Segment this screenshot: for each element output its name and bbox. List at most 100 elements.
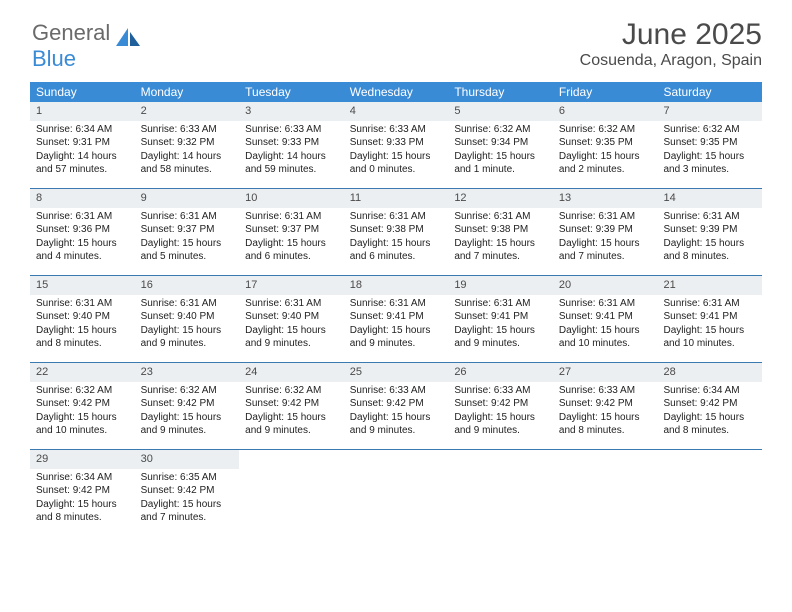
day-details: Sunrise: 6:31 AMSunset: 9:38 PMDaylight:… — [344, 210, 449, 268]
day-details: Sunrise: 6:34 AMSunset: 9:31 PMDaylight:… — [30, 123, 135, 181]
sunrise-line: Sunrise: 6:31 AM — [245, 210, 338, 224]
sunrise-line: Sunrise: 6:31 AM — [559, 210, 652, 224]
daylight-line: Daylight: 14 hours and 59 minutes. — [245, 150, 338, 177]
calendar-day: 14Sunrise: 6:31 AMSunset: 9:39 PMDayligh… — [657, 189, 762, 275]
day-details: Sunrise: 6:31 AMSunset: 9:38 PMDaylight:… — [448, 210, 553, 268]
sunrise-line: Sunrise: 6:31 AM — [245, 297, 338, 311]
calendar-day: 8 Sunrise: 6:31 AMSunset: 9:36 PMDaylight… — [30, 189, 135, 275]
day-details: Sunrise: 6:31 AMSunset: 9:40 PMDaylight:… — [30, 297, 135, 355]
day-number: 17 — [239, 276, 344, 295]
calendar-day: 10 Sunrise: 6:31 AMSunset: 9:37 PMDayligh… — [239, 189, 344, 275]
calendar: SundayMondayTuesdayWednesdayThursdayFrid… — [30, 82, 762, 536]
weekday-header: Thursday — [448, 82, 553, 102]
daylight-line: Daylight: 15 hours and 5 minutes. — [141, 237, 234, 264]
day-number: 15 — [30, 276, 135, 295]
logo-word-general: General — [32, 20, 110, 45]
day-details: Sunrise: 6:31 AMSunset: 9:41 PMDaylight:… — [553, 297, 658, 355]
daylight-line: Daylight: 14 hours and 57 minutes. — [36, 150, 129, 177]
sunset-line: Sunset: 9:41 PM — [454, 310, 547, 324]
calendar-day: 17 Sunrise: 6:31 AMSunset: 9:40 PMDayligh… — [239, 276, 344, 362]
day-number: 3 — [239, 102, 344, 121]
day-details: Sunrise: 6:33 AMSunset: 9:42 PMDaylight:… — [344, 384, 449, 442]
calendar-day: 23Sunrise: 6:32 AMSunset: 9:42 PMDayligh… — [135, 363, 240, 449]
day-number: 6 — [553, 102, 658, 121]
logo-word-blue: Blue — [32, 46, 76, 71]
day-number: 19 — [448, 276, 553, 295]
day-details: Sunrise: 6:33 AMSunset: 9:33 PMDaylight:… — [239, 123, 344, 181]
day-details: Sunrise: 6:31 AMSunset: 9:36 PMDaylight:… — [30, 210, 135, 268]
day-number: 10 — [239, 189, 344, 208]
calendar-week: 15Sunrise: 6:31 AMSunset: 9:40 PMDayligh… — [30, 276, 762, 363]
day-number: 18 — [344, 276, 449, 295]
calendar-day: 21Sunrise: 6:31 AMSunset: 9:41 PMDayligh… — [657, 276, 762, 362]
day-details: Sunrise: 6:31 AMSunset: 9:40 PMDaylight:… — [239, 297, 344, 355]
sunrise-line: Sunrise: 6:33 AM — [245, 123, 338, 137]
sunset-line: Sunset: 9:31 PM — [36, 136, 129, 150]
daylight-line: Daylight: 15 hours and 8 minutes. — [559, 411, 652, 438]
daylight-line: Daylight: 15 hours and 7 minutes. — [559, 237, 652, 264]
logo-sail-icon — [114, 26, 142, 48]
weekday-header: Sunday — [30, 82, 135, 102]
sunset-line: Sunset: 9:42 PM — [663, 397, 756, 411]
day-details: Sunrise: 6:33 AMSunset: 9:42 PMDaylight:… — [448, 384, 553, 442]
day-number: 30 — [135, 450, 240, 469]
sunrise-line: Sunrise: 6:31 AM — [454, 297, 547, 311]
calendar-day: 4Sunrise: 6:33 AMSunset: 9:33 PMDaylight… — [344, 102, 449, 188]
sunset-line: Sunset: 9:42 PM — [350, 397, 443, 411]
calendar-day: 27Sunrise: 6:33 AMSunset: 9:42 PMDayligh… — [553, 363, 658, 449]
daylight-line: Daylight: 15 hours and 7 minutes. — [141, 498, 234, 525]
sunset-line: Sunset: 9:40 PM — [36, 310, 129, 324]
sunset-line: Sunset: 9:39 PM — [559, 223, 652, 237]
calendar-day: 19 Sunrise: 6:31 AMSunset: 9:41 PMDayligh… — [448, 276, 553, 362]
sunrise-line: Sunrise: 6:34 AM — [36, 123, 129, 137]
calendar-day: 1 Sunrise: 6:34 AMSunset: 9:31 PMDaylight… — [30, 102, 135, 188]
sunset-line: Sunset: 9:37 PM — [141, 223, 234, 237]
weekday-header: Tuesday — [239, 82, 344, 102]
sunrise-line: Sunrise: 6:33 AM — [350, 123, 443, 137]
calendar-day: 25Sunrise: 6:33 AMSunset: 9:42 PMDayligh… — [344, 363, 449, 449]
day-number: 5 — [448, 102, 553, 121]
calendar-day: 16Sunrise: 6:31 AMSunset: 9:40 PMDayligh… — [135, 276, 240, 362]
sunset-line: Sunset: 9:33 PM — [245, 136, 338, 150]
calendar-day: 7Sunrise: 6:32 AMSunset: 9:35 PMDaylight… — [657, 102, 762, 188]
calendar-day — [448, 450, 553, 536]
day-details: Sunrise: 6:31 AMSunset: 9:41 PMDaylight:… — [448, 297, 553, 355]
day-details: Sunrise: 6:31 AMSunset: 9:37 PMDaylight:… — [135, 210, 240, 268]
calendar-day: 26Sunrise: 6:33 AMSunset: 9:42 PMDayligh… — [448, 363, 553, 449]
sunrise-line: Sunrise: 6:33 AM — [559, 384, 652, 398]
calendar-day — [657, 450, 762, 536]
day-number: 29 — [30, 450, 135, 469]
calendar-day: 13Sunrise: 6:31 AMSunset: 9:39 PMDayligh… — [553, 189, 658, 275]
sunrise-line: Sunrise: 6:33 AM — [141, 123, 234, 137]
day-details: Sunrise: 6:31 AMSunset: 9:40 PMDaylight:… — [135, 297, 240, 355]
sunset-line: Sunset: 9:34 PM — [454, 136, 547, 150]
daylight-line: Daylight: 15 hours and 10 minutes. — [663, 324, 756, 351]
day-details: Sunrise: 6:31 AMSunset: 9:39 PMDaylight:… — [553, 210, 658, 268]
sunrise-line: Sunrise: 6:33 AM — [454, 384, 547, 398]
daylight-line: Daylight: 15 hours and 8 minutes. — [36, 324, 129, 351]
sunrise-line: Sunrise: 6:33 AM — [350, 384, 443, 398]
day-details: Sunrise: 6:31 AMSunset: 9:37 PMDaylight:… — [239, 210, 344, 268]
calendar-day: 9Sunrise: 6:31 AMSunset: 9:37 PMDaylight… — [135, 189, 240, 275]
daylight-line: Daylight: 15 hours and 7 minutes. — [454, 237, 547, 264]
calendar-day: 3 Sunrise: 6:33 AMSunset: 9:33 PMDaylight… — [239, 102, 344, 188]
daylight-line: Daylight: 15 hours and 9 minutes. — [350, 411, 443, 438]
day-number: 20 — [553, 276, 658, 295]
calendar-day: 2Sunrise: 6:33 AMSunset: 9:32 PMDaylight… — [135, 102, 240, 188]
daylight-line: Daylight: 15 hours and 8 minutes. — [663, 237, 756, 264]
day-details: Sunrise: 6:32 AMSunset: 9:42 PMDaylight:… — [239, 384, 344, 442]
day-details: Sunrise: 6:33 AMSunset: 9:33 PMDaylight:… — [344, 123, 449, 181]
sunset-line: Sunset: 9:42 PM — [454, 397, 547, 411]
day-details: Sunrise: 6:35 AMSunset: 9:42 PMDaylight:… — [135, 471, 240, 529]
calendar-day — [553, 450, 658, 536]
daylight-line: Daylight: 15 hours and 9 minutes. — [141, 411, 234, 438]
calendar-week: 22Sunrise: 6:32 AMSunset: 9:42 PMDayligh… — [30, 363, 762, 450]
day-number: 21 — [657, 276, 762, 295]
sunrise-line: Sunrise: 6:32 AM — [559, 123, 652, 137]
daylight-line: Daylight: 15 hours and 6 minutes. — [245, 237, 338, 264]
day-number: 1 — [30, 102, 135, 121]
daylight-line: Daylight: 15 hours and 8 minutes. — [663, 411, 756, 438]
daylight-line: Daylight: 15 hours and 6 minutes. — [350, 237, 443, 264]
day-number: 8 — [30, 189, 135, 208]
calendar-day: 12Sunrise: 6:31 AMSunset: 9:38 PMDayligh… — [448, 189, 553, 275]
